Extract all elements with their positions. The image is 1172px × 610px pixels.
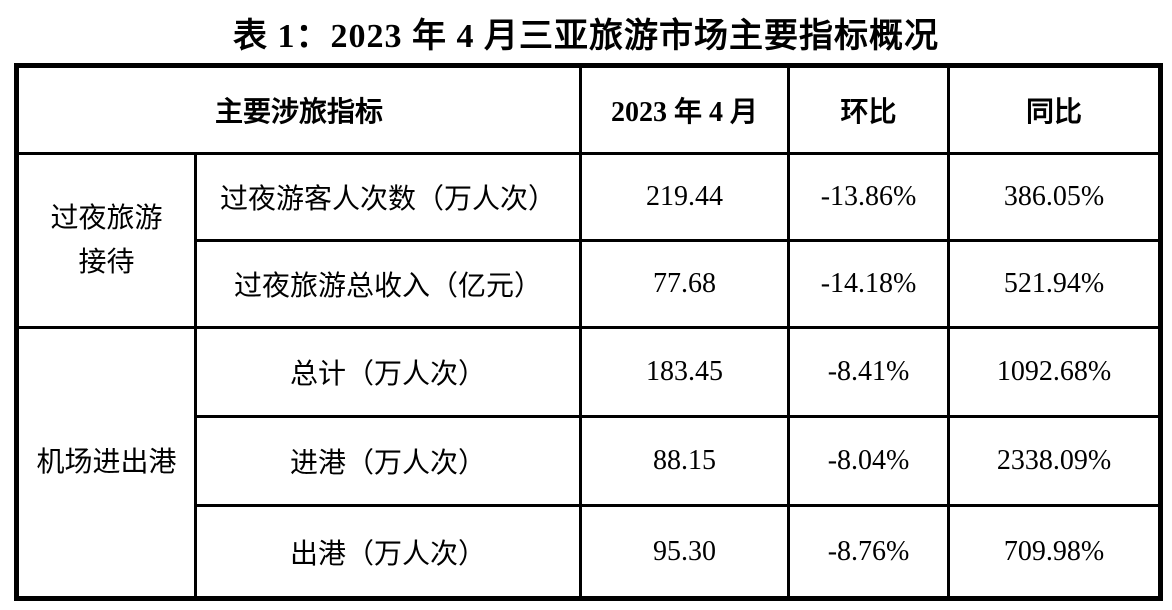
cell-yoy: 2338.09% <box>947 415 1163 507</box>
section-overnight-tourism: 过夜旅游 接待 <box>15 152 197 329</box>
table-row: 进港（万人次） 88.15 -8.04% 2338.09% <box>17 415 1163 507</box>
cell-mom: -8.76% <box>787 504 951 600</box>
cell-indicator: 过夜游客人次数（万人次） <box>193 152 583 242</box>
header-period: 2023 年 4 月 <box>579 64 791 155</box>
cell-indicator: 出港（万人次） <box>193 504 583 600</box>
cell-indicator: 进港（万人次） <box>193 415 583 507</box>
cell-mom: -8.04% <box>787 415 951 507</box>
section-airport-traffic: 机场进出港 <box>15 326 197 600</box>
cell-value: 95.30 <box>579 504 791 600</box>
table-row: 出港（万人次） 95.30 -8.76% 709.98% <box>17 504 1163 600</box>
indicators-table: 主要涉旅指标 2023 年 4 月 环比 同比 过夜旅游 接待 过夜游客人次数（… <box>14 63 1164 601</box>
cell-value: 88.15 <box>579 415 791 507</box>
header-yoy: 同比 <box>947 64 1163 155</box>
cell-indicator: 过夜旅游总收入（亿元） <box>193 239 583 329</box>
cell-indicator: 总计（万人次） <box>193 326 583 418</box>
table-row: 机场进出港 总计（万人次） 183.45 -8.41% 1092.68% <box>15 326 1163 600</box>
cell-yoy: 1092.68% <box>947 326 1163 418</box>
table-header-row: 主要涉旅指标 2023 年 4 月 环比 同比 <box>14 64 1163 155</box>
cell-yoy: 709.98% <box>947 504 1163 600</box>
header-mom: 环比 <box>787 64 951 155</box>
cell-mom: -14.18% <box>787 239 951 329</box>
table-row: 过夜旅游 接待 过夜游客人次数（万人次） 219.44 -13.86% 386.… <box>15 152 1163 329</box>
cell-yoy: 521.94% <box>947 239 1163 329</box>
header-indicator-group: 主要涉旅指标 <box>14 64 583 155</box>
cell-value: 77.68 <box>579 239 791 329</box>
cell-yoy: 386.05% <box>947 152 1163 242</box>
cell-mom: -13.86% <box>787 152 951 242</box>
cell-value: 183.45 <box>579 326 791 418</box>
cell-value: 219.44 <box>579 152 791 242</box>
table-row: 过夜旅游总收入（亿元） 77.68 -14.18% 521.94% <box>17 239 1163 329</box>
page-title: 表 1：2023 年 4 月三亚旅游市场主要指标概况 <box>233 18 939 55</box>
cell-mom: -8.41% <box>787 326 951 418</box>
